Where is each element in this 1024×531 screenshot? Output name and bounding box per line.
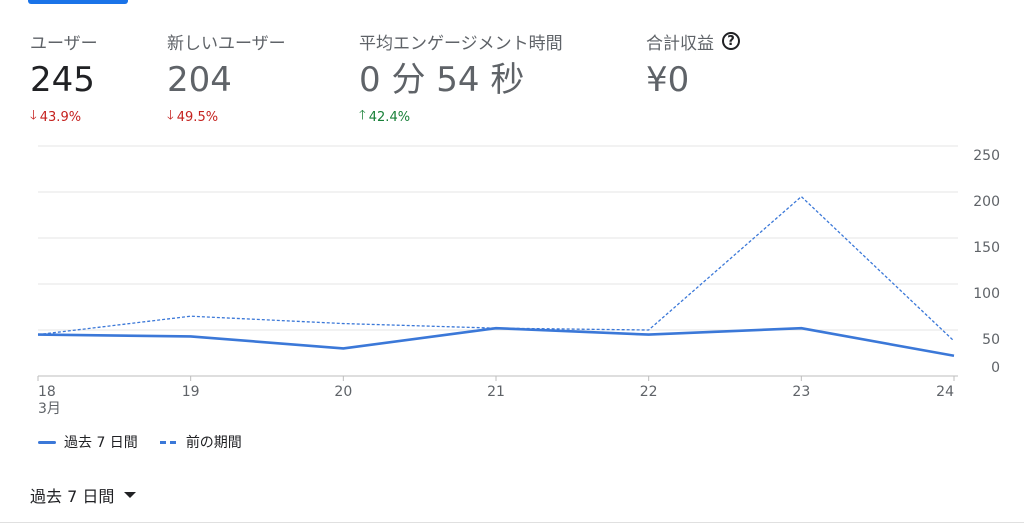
metric-value: ¥0: [646, 60, 690, 100]
metric-change-value: 42.4%: [368, 109, 411, 125]
y-tick-label: 250: [973, 148, 1000, 164]
x-tick-label: 22: [640, 384, 658, 400]
x-sub-label: 3月: [38, 401, 61, 417]
y-tick-label: 100: [973, 286, 1000, 302]
help-circle-icon[interactable]: ?: [722, 32, 740, 50]
series-line-current: [37, 326, 955, 358]
y-tick-label: 200: [973, 194, 1000, 210]
x-tick-label: 21: [487, 384, 505, 400]
metric-value: 245: [30, 60, 95, 100]
legend-label: 過去 7 日間: [64, 435, 138, 451]
metric-label: 平均エンゲージメント時間: [359, 33, 563, 54]
metric-label: 合計収益: [646, 33, 714, 54]
y-tick-label: 50: [982, 332, 1000, 348]
metric-label-row: 合計収益 ?: [646, 28, 740, 54]
metric-value: 0 分 54 秒: [359, 60, 525, 100]
x-tick-label: 24: [936, 384, 954, 400]
arrow-down-icon: 🡓: [30, 108, 37, 123]
legend-item-previous[interactable]: 前の期間: [159, 432, 242, 452]
card-divider: [0, 522, 1024, 523]
metric-label: ユーザー: [30, 33, 98, 54]
arrow-down-icon: 🡓: [167, 108, 174, 123]
chart-legend: 過去 7 日間 前の期間: [38, 432, 242, 452]
selected-tab-indicator: [28, 0, 128, 4]
caret-down-icon: [124, 492, 137, 498]
x-tick-label: 23: [792, 384, 810, 400]
arrow-up-icon: 🡑: [359, 108, 366, 123]
metric-change-value: 43.9%: [39, 109, 82, 125]
legend-label: 前の期間: [185, 435, 242, 451]
metric-label: 新しいユーザー: [167, 33, 286, 54]
metric-change-value: 49.5%: [176, 109, 219, 125]
metric-value: 204: [167, 60, 232, 100]
date-range-label: 過去 7 日間: [30, 487, 115, 506]
metrics-row: ユーザー 245 🡓 43.9% 新しいユーザー 204 🡓 49.5% 平均エ…: [30, 28, 930, 128]
x-tick-label: 19: [182, 384, 200, 400]
line-chart: 0 50 100 150 200 250 18 19 20 21 22 23 24 3月: [37, 145, 1000, 417]
legend-solid-swatch: [38, 440, 56, 444]
metric-new-users[interactable]: 新しいユーザー 204 🡓 49.5%: [167, 28, 286, 128]
metric-change: 🡓 49.5%: [167, 106, 286, 128]
metric-users[interactable]: ユーザー 245 🡓 43.9%: [30, 28, 98, 128]
y-tick-label: 0: [991, 360, 1000, 376]
legend-dashed-swatch: [159, 440, 178, 444]
date-range-dropdown[interactable]: 過去 7 日間: [30, 483, 137, 507]
x-tick-label: 18: [38, 384, 56, 400]
legend-item-current[interactable]: 過去 7 日間: [38, 432, 138, 452]
metric-avg-engagement[interactable]: 平均エンゲージメント時間 0 分 54 秒 🡑 42.4%: [359, 28, 563, 128]
y-tick-label: 150: [973, 240, 1000, 256]
series-line-previous: [37, 195, 955, 342]
x-tick-label: 20: [334, 384, 352, 400]
metric-change: 🡓 43.9%: [30, 106, 98, 128]
metric-change: 🡑 42.4%: [359, 106, 563, 128]
metric-total-revenue[interactable]: 合計収益 ? ¥0: [646, 28, 740, 100]
